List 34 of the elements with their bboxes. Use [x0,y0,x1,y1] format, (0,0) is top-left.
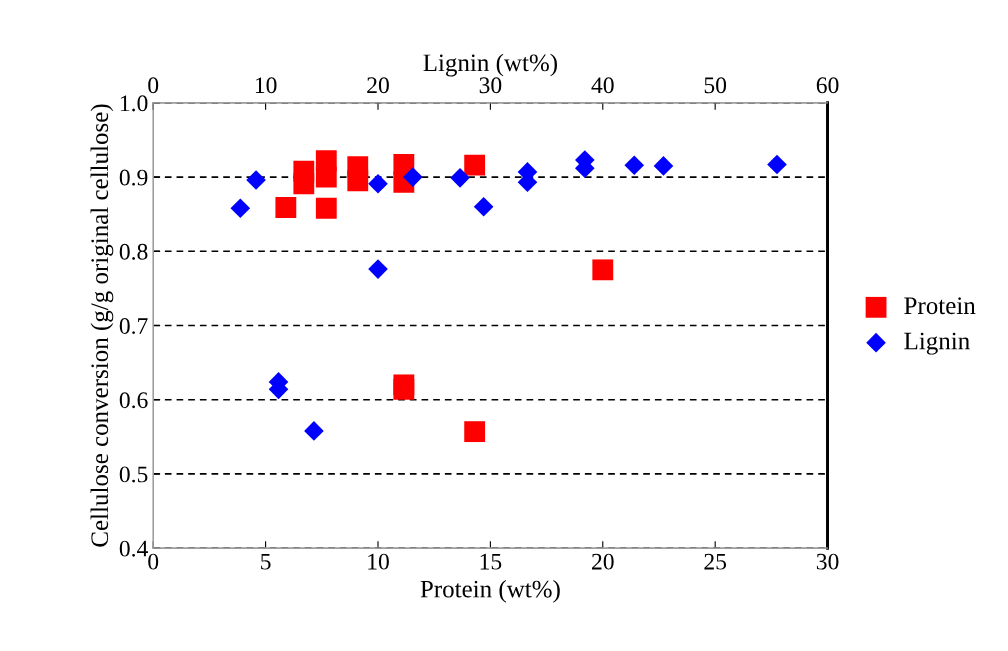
point [464,421,486,443]
point [275,197,297,218]
y-tick-label: 1.0 [120,95,148,112]
y-tick-label: 0.9 [119,169,148,186]
x2-tick-label: 30 [479,77,502,94]
x-tick-label: 15 [480,553,502,570]
y-axis-title: Cellulose conversion (g/g original cellulose) [90,104,114,547]
x-tick-label: 30 [816,553,839,570]
x-tick-label: 10 [368,553,389,570]
y-tick-label: 0.7 [119,317,148,335]
x2-tick-label: 0 [148,77,159,94]
y-tick-label: 0.5 [119,466,148,483]
x-tick-label: 25 [704,553,727,570]
y-tick-label: 0.6 [119,392,148,409]
y-tick-label: 0.8 [119,243,148,260]
x2-tick-label: 20 [367,77,389,94]
x2-tick-label: 10 [255,77,277,94]
x2-tick-label: 50 [704,77,727,94]
legend-label: Lignin [904,332,970,355]
legend-label: Protein [904,297,976,315]
x2-axis-title: Lignin (wt%) [423,53,557,77]
x2-tick-label: 60 [816,77,839,94]
point [347,170,369,192]
y-tick-label: 0.4 [119,540,148,557]
point [464,154,486,176]
point [315,197,337,219]
x2-tick-label: 40 [591,77,614,94]
x-tick-label: 5 [261,553,271,570]
x-tick-label: 20 [592,553,614,570]
x-tick-label: 0 [148,553,159,570]
point [315,166,337,188]
point [592,259,614,281]
point [293,173,315,195]
x-axis-title: Protein (wt%) [420,579,560,603]
